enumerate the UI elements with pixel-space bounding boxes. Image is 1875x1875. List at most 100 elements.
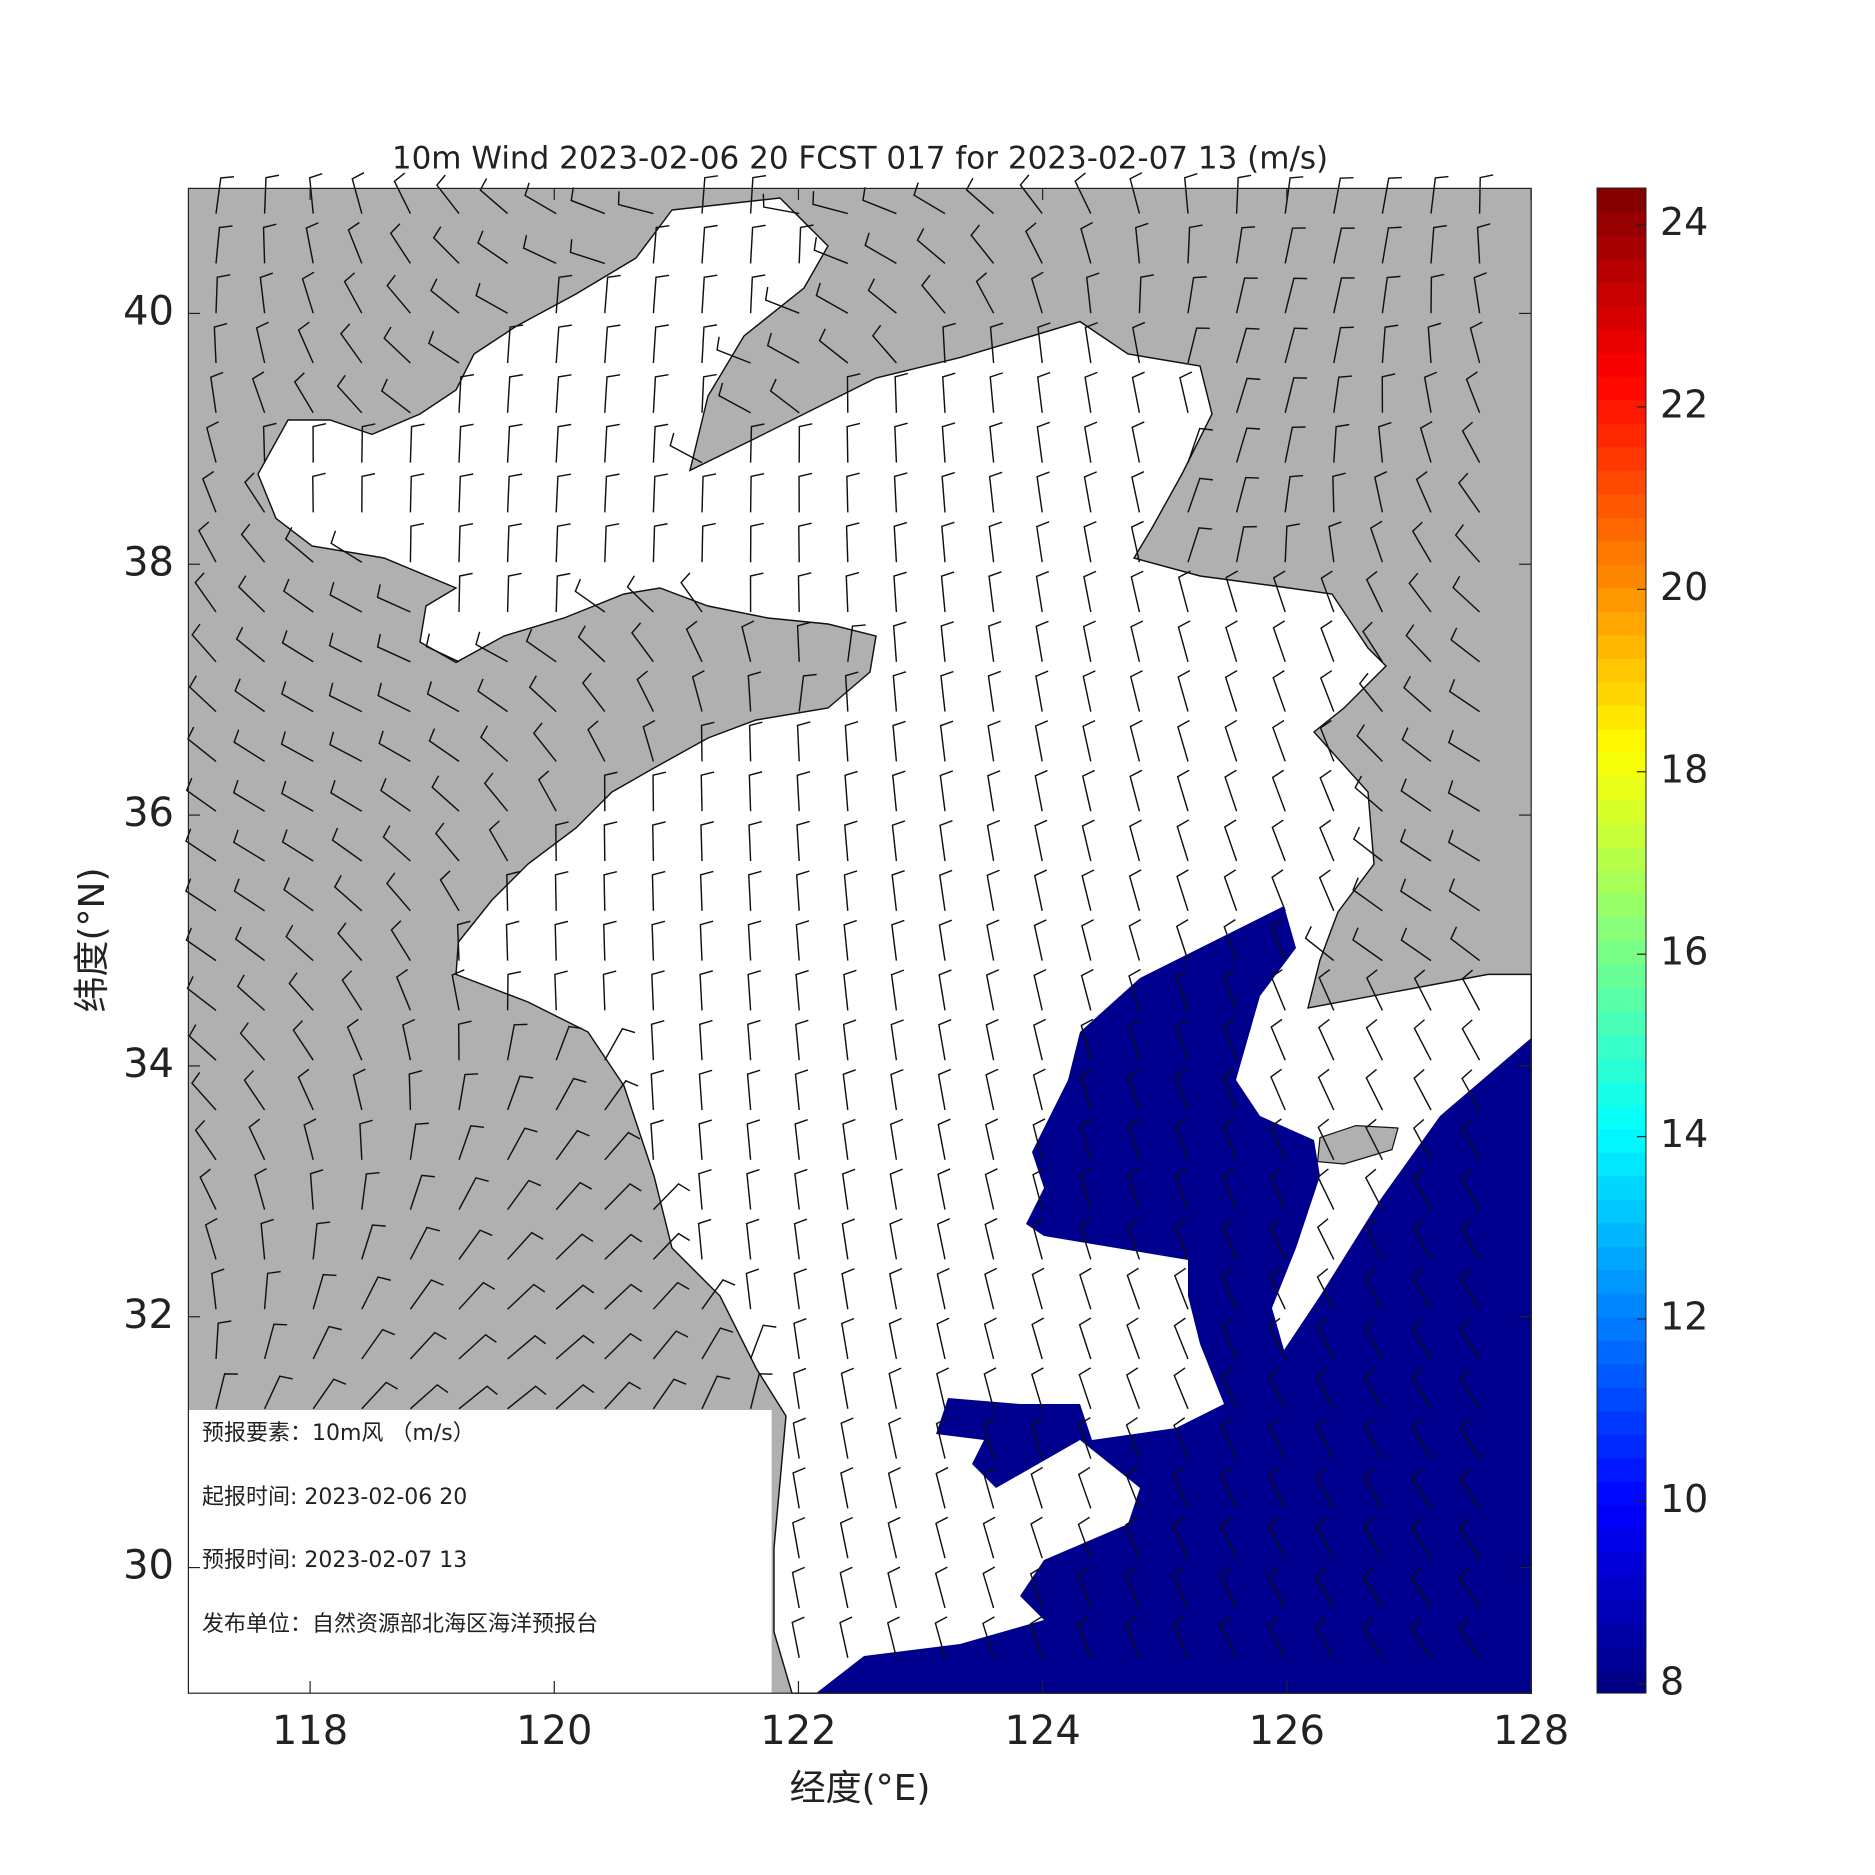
wind-barb: [1284, 327, 1308, 364]
wind-barb: [280, 681, 314, 713]
wind-barb: [794, 1168, 808, 1210]
wind-barb: [1177, 570, 1191, 613]
wind-barb: [194, 572, 217, 613]
wind-barb: [626, 575, 654, 613]
wind-barb: [698, 1119, 713, 1160]
wind-barb: [458, 1073, 479, 1111]
wind-barb: [1080, 968, 1094, 1011]
wind-barb: [1187, 527, 1213, 563]
wind-barb: [1447, 829, 1480, 862]
wind-barb: [871, 324, 897, 364]
wind-barb: [263, 1270, 281, 1310]
wind-barb: [361, 1276, 391, 1310]
wind-barb: [1083, 471, 1097, 513]
wind-barb: [1403, 675, 1432, 713]
colorbar-cell: [1597, 329, 1646, 354]
wind-barb: [333, 875, 363, 912]
wind-barb: [1223, 919, 1238, 961]
colorbar-cell: [1597, 1222, 1646, 1247]
wind-barb: [791, 1616, 805, 1658]
wind-barb: [936, 1267, 950, 1310]
plot-frame: [187, 187, 1532, 1694]
wind-barb: [652, 1330, 689, 1360]
wind-barb: [393, 172, 412, 214]
wind-barb: [1128, 869, 1142, 911]
wind-barb: [982, 1516, 996, 1559]
colorbar-cell: [1597, 1363, 1646, 1388]
wind-barb: [1077, 1516, 1092, 1559]
wind-barb: [1078, 1367, 1092, 1410]
wind-barb: [309, 1169, 324, 1210]
colorbar-cell: [1597, 893, 1646, 918]
wind-barb: [359, 1119, 373, 1160]
wind-barb: [987, 770, 1001, 812]
colorbar-cell: [1597, 1551, 1646, 1577]
wind-barb: [1465, 371, 1481, 414]
colorbar-cell: [1597, 1269, 1646, 1294]
x-tick-label: 120: [516, 1708, 592, 1754]
wind-barb: [1352, 877, 1383, 912]
wind-barb: [1024, 222, 1043, 264]
wind-barb: [456, 920, 471, 961]
colorbar-cell: [1597, 752, 1646, 777]
info-text: 起报时间: 2023-02-06 20: [202, 1485, 467, 1510]
wind-barb: [843, 870, 858, 911]
colorbar-cell: [1597, 188, 1646, 213]
wind-barb: [1033, 968, 1047, 1011]
wind-barb: [1235, 476, 1259, 513]
wind-barb: [698, 1169, 712, 1210]
wind-barb: [1035, 570, 1050, 613]
wind-barb: [669, 432, 703, 464]
wind-barb: [427, 330, 460, 364]
wind-barb: [747, 870, 762, 911]
wind-barb: [1129, 769, 1143, 812]
wind-barb: [983, 1417, 997, 1459]
wind-barb: [262, 223, 277, 264]
wind-barb: [244, 472, 266, 513]
wind-barb: [1235, 174, 1252, 214]
wind-barb: [532, 722, 557, 762]
colorbar-cell: [1597, 587, 1646, 612]
wind-barb: [507, 1179, 542, 1211]
wind-barb: [1176, 819, 1190, 862]
wind-barb: [983, 1367, 997, 1409]
wind-barb: [1268, 1267, 1286, 1310]
wind-barb: [985, 1118, 999, 1160]
wind-barb: [555, 1233, 594, 1260]
wind-barb: [938, 919, 953, 961]
wind-barb: [1221, 1217, 1238, 1260]
wind-barb: [1078, 1417, 1092, 1459]
wind-barb: [185, 927, 217, 962]
wind-barb: [792, 1516, 806, 1559]
wind-barb: [812, 191, 848, 215]
wind-barb: [328, 682, 363, 713]
wind-barb: [386, 872, 411, 912]
wind-barb: [555, 1334, 595, 1360]
wind-barb: [395, 968, 412, 1011]
wind-barb: [701, 274, 718, 314]
colorbar-cell: [1597, 376, 1646, 401]
wind-barb: [983, 1317, 997, 1360]
wind-barb: [204, 1217, 218, 1260]
wind-barb: [936, 1218, 951, 1260]
wind-barb: [555, 473, 572, 513]
wind-barb: [263, 174, 280, 214]
wind-barb: [1031, 1367, 1044, 1410]
wind-barb: [842, 1019, 857, 1061]
wind-barb: [798, 224, 814, 264]
wind-barb: [843, 969, 857, 1011]
wind-barb: [887, 1566, 901, 1609]
wind-barb: [845, 571, 860, 613]
wind-barb: [1316, 1367, 1335, 1410]
wind-barb: [988, 571, 1002, 613]
wind-barb: [604, 1332, 642, 1360]
wind-barb: [432, 226, 460, 264]
wind-barb: [935, 1466, 949, 1509]
wind-barb: [941, 372, 956, 413]
wind-barb: [792, 1417, 806, 1459]
wind-barb: [1284, 377, 1307, 413]
wind-barb: [1079, 1168, 1093, 1210]
wind-barb: [341, 970, 363, 1011]
wind-barb: [1356, 724, 1383, 762]
wind-barb: [793, 1218, 808, 1260]
